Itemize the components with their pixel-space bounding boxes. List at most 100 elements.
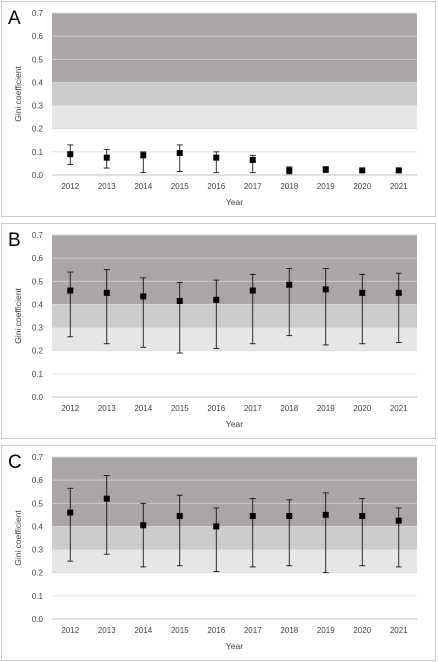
y-tick-label: 0.3 — [32, 102, 44, 111]
data-point — [359, 167, 366, 174]
y-axis-title: Gini coefficient — [13, 510, 23, 566]
panel-a: A 0.0 0.1 0.2 0.3 0.4 0.5 0.6 0.7 2012 2013 2014 20… — [1, 1, 436, 217]
x-tick-label: 2018 — [280, 182, 298, 191]
y-tick-label: 0.4 — [32, 300, 44, 309]
x-tick-label: 2021 — [390, 182, 408, 191]
data-point — [176, 513, 183, 520]
x-tick-label: 2016 — [207, 404, 225, 413]
y-axis-title: Gini coefficient — [13, 66, 23, 122]
y-tick-label: 0.2 — [32, 569, 44, 578]
y-tick-label: 0.6 — [32, 32, 44, 41]
x-tick-label: 2014 — [134, 182, 152, 191]
band — [52, 457, 417, 527]
panel-label: A — [8, 8, 21, 29]
x-tick-label: 2013 — [98, 182, 116, 191]
data-point — [213, 296, 220, 303]
x-tick-label: 2016 — [207, 182, 225, 191]
y-tick-label: 0.5 — [32, 499, 44, 508]
x-tick-label: 2012 — [61, 626, 79, 635]
y-tick-label: 0.6 — [32, 476, 44, 485]
chart-b: 0.0 0.1 0.2 0.3 0.4 0.5 0.6 0.7 2012 2013 2014 2015… — [13, 231, 417, 429]
x-tick-label: 2021 — [390, 404, 408, 413]
data-point — [359, 513, 366, 520]
data-point — [67, 287, 74, 294]
y-tick-label: 0.7 — [32, 9, 44, 18]
data-point — [249, 287, 256, 294]
chart-a: 0.0 0.1 0.2 0.3 0.4 0.5 0.6 0.7 2012 2013 2014 2015… — [13, 9, 417, 207]
x-tick-label: 2021 — [390, 626, 408, 635]
x-tick-label: 2017 — [244, 626, 262, 635]
y-tick-label: 0.0 — [32, 393, 44, 402]
y-axis-title: Gini coefficient — [13, 288, 23, 344]
data-point — [322, 286, 329, 293]
data-point — [140, 293, 147, 300]
data-point — [103, 289, 110, 296]
data-point — [103, 495, 110, 502]
data-point — [213, 154, 220, 161]
y-tick-label: 0.4 — [32, 78, 44, 87]
x-tick-label: 2015 — [171, 404, 189, 413]
data-point — [67, 509, 74, 516]
x-axis-title: Year — [226, 641, 243, 651]
data-point — [249, 156, 256, 163]
y-tick-label: 0.6 — [32, 254, 44, 263]
x-axis-title: Year — [226, 197, 243, 207]
x-tick-label: 2019 — [317, 404, 335, 413]
panel-c: C 0.0 0.1 0.2 0.3 0.4 0.5 0.6 0.7 2012 2013 2014 20… — [1, 445, 436, 661]
data-point — [395, 167, 402, 174]
data-point — [249, 513, 256, 520]
data-point — [286, 281, 293, 288]
y-tick-label: 0.1 — [32, 148, 44, 157]
y-tick-label: 0.2 — [32, 347, 44, 356]
panel-b: B 0.0 0.1 0.2 0.3 0.4 0.5 0.6 0.7 2012 2013 2014 20… — [1, 223, 436, 439]
band — [52, 82, 417, 106]
data-point — [213, 523, 220, 530]
x-tick-label: 2012 — [61, 182, 79, 191]
band — [52, 235, 417, 305]
y-tick-label: 0.5 — [32, 277, 44, 286]
y-tick-label: 0.3 — [32, 546, 44, 555]
data-point — [140, 152, 147, 159]
y-tick-label: 0.2 — [32, 125, 44, 134]
x-tick-label: 2018 — [280, 404, 298, 413]
x-tick-label: 2014 — [134, 404, 152, 413]
y-tick-label: 0.4 — [32, 522, 44, 531]
data-point — [322, 166, 329, 173]
band — [52, 105, 417, 129]
y-tick-label: 0.7 — [32, 453, 44, 462]
x-tick-label: 2015 — [171, 626, 189, 635]
x-tick-label: 2016 — [207, 626, 225, 635]
x-tick-label: 2019 — [317, 626, 335, 635]
x-tick-label: 2020 — [353, 626, 371, 635]
data-point — [395, 517, 402, 524]
data-point — [322, 511, 329, 518]
x-axis-title: Year — [226, 419, 243, 429]
y-tick-label: 0.7 — [32, 231, 44, 240]
data-point — [359, 289, 366, 296]
panel-label: C — [8, 452, 22, 473]
x-tick-label: 2012 — [61, 404, 79, 413]
data-point — [286, 513, 293, 520]
data-point — [176, 150, 183, 157]
data-point — [286, 167, 293, 174]
data-point — [67, 151, 74, 158]
chart-c: 0.0 0.1 0.2 0.3 0.4 0.5 0.6 0.7 2012 2013 2014 2015… — [13, 453, 417, 651]
x-tick-label: 2020 — [353, 182, 371, 191]
y-tick-label: 0.1 — [32, 370, 44, 379]
x-tick-label: 2017 — [244, 182, 262, 191]
y-tick-label: 0.0 — [32, 171, 44, 180]
x-tick-label: 2020 — [353, 404, 371, 413]
y-tick-label: 0.3 — [32, 324, 44, 333]
x-tick-label: 2014 — [134, 626, 152, 635]
data-point — [140, 522, 147, 529]
panel-label: B — [8, 230, 21, 251]
x-tick-label: 2019 — [317, 182, 335, 191]
x-tick-label: 2015 — [171, 182, 189, 191]
y-tick-label: 0.1 — [32, 592, 44, 601]
x-tick-label: 2013 — [98, 626, 116, 635]
band — [52, 13, 417, 83]
y-tick-label: 0.5 — [32, 55, 44, 64]
x-tick-label: 2013 — [98, 404, 116, 413]
y-tick-label: 0.0 — [32, 615, 44, 624]
data-point — [103, 154, 110, 161]
